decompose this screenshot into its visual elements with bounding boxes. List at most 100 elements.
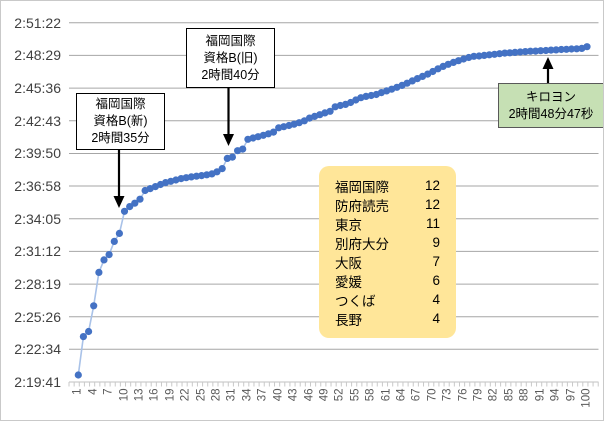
y-axis-label: 2:39:50 (14, 145, 61, 162)
annotation-line: 資格B(新) (93, 114, 148, 128)
race-count: 6 (432, 273, 440, 288)
data-point (547, 46, 555, 54)
data-point (583, 43, 591, 51)
data-point (100, 256, 108, 264)
race-count: 4 (432, 311, 440, 326)
x-axis-label: 7 (102, 388, 115, 395)
y-axis-label: 2:45:36 (14, 80, 61, 97)
annotation-line: 資格B(旧) (203, 50, 258, 65)
data-point (110, 237, 118, 245)
race-count-row: 大阪 7 (335, 252, 440, 271)
data-point (511, 48, 519, 57)
data-point (496, 50, 504, 58)
x-axis-label: 58 (364, 388, 377, 401)
x-axis-label: 70 (426, 388, 439, 401)
data-point (136, 195, 144, 203)
x-axis-label: 37 (256, 388, 269, 401)
x-axis-label: 52 (333, 388, 346, 401)
arrow-fukuoka-kyu-head (223, 134, 234, 146)
data-point (105, 251, 113, 259)
y-axis-label: 2:48:29 (14, 47, 61, 64)
x-axis-label: 64 (395, 388, 408, 401)
data-point (131, 199, 139, 207)
data-point (95, 268, 103, 276)
race-name: 福岡国際 (335, 179, 389, 195)
x-axis-label: 22 (179, 388, 192, 401)
y-axis-label: 2:31:12 (14, 243, 61, 260)
x-axis-label: 100 (580, 388, 593, 408)
x-axis-label: 1 (71, 388, 84, 395)
data-point (537, 47, 545, 55)
data-point (213, 168, 221, 176)
arrow-kiroyon-head (542, 57, 554, 69)
race-name: 別府大分 (335, 236, 389, 252)
data-point (470, 52, 478, 60)
data-point (526, 47, 535, 55)
annotation-fukuoka-kyu: 福岡国際 資格B(旧) 2時間40分 (186, 28, 275, 88)
annotation-fukuoka-shin: 福岡国際 資格B(新) 2時間35分 (76, 93, 165, 150)
x-axis-label: 79 (472, 388, 485, 401)
y-axis-label: 2:34:05 (14, 210, 61, 227)
x-axis-label: 91 (534, 388, 547, 401)
y-axis-label: 2:22:34 (14, 341, 61, 358)
race-name: 長野 (335, 312, 362, 328)
data-point (239, 145, 247, 153)
x-axis-label: 76 (457, 388, 470, 401)
data-point (120, 207, 129, 215)
x-axis-label: 13 (133, 388, 146, 401)
race-name: 防府読売 (335, 198, 389, 214)
x-axis-label: 97 (565, 388, 578, 401)
race-count-row: 愛媛 6 (335, 271, 440, 290)
data-point (557, 45, 565, 54)
x-axis-label: 94 (549, 388, 562, 401)
y-axis-label: 2:19:41 (14, 374, 61, 390)
x-axis-label: 10 (118, 388, 131, 401)
race-count-legend: 福岡国際 12 防府読売 12 東京 11 別府大分 9 大阪 7 愛媛 6 つくば 4 長野 4 (319, 166, 456, 338)
race-name: 愛媛 (335, 274, 362, 290)
race-count: 9 (432, 235, 440, 250)
data-point (85, 327, 93, 336)
annotation-line: 2時間35分 (91, 131, 150, 145)
race-count-row: 別府大分 9 (335, 233, 440, 252)
y-axis-label: 2:28:19 (14, 276, 61, 293)
x-axis-label: 40 (272, 388, 285, 401)
race-name: 大阪 (335, 255, 362, 271)
data-point (218, 165, 226, 173)
race-count-row: つくば 4 (335, 290, 440, 309)
annotation-line: キロヨン (525, 89, 576, 104)
x-axis-label: 34 (241, 388, 254, 401)
race-name: つくば (335, 293, 376, 309)
y-axis-label: 2:25:26 (14, 308, 61, 325)
data-point (79, 333, 87, 341)
x-axis-label: 55 (349, 388, 362, 401)
race-count-row: 防府読売 12 (335, 195, 440, 214)
x-axis-label: 61 (380, 388, 393, 401)
data-point (552, 46, 560, 54)
x-axis-label: 82 (487, 388, 500, 401)
y-axis-label: 2:42:43 (14, 112, 61, 129)
x-axis-label: 73 (441, 388, 454, 401)
data-point (269, 128, 278, 136)
data-point (562, 45, 571, 53)
race-count-row: 東京 11 (335, 214, 440, 233)
annotation-line: 福岡国際 (95, 97, 146, 111)
annotation-line: 福岡国際 (205, 33, 256, 48)
x-axis-label: 43 (287, 388, 300, 401)
annotation-line: 2時間48分47秒 (508, 106, 594, 121)
x-axis-label: 28 (210, 388, 223, 401)
x-axis-label: 31 (225, 388, 238, 401)
annotation-line: 2時間40分 (201, 67, 260, 82)
race-count-row: 長野 4 (335, 309, 440, 328)
annotation-kiroyon: キロヨン 2時間48分47秒 (498, 83, 603, 128)
x-axis-label: 85 (503, 388, 516, 401)
data-point (228, 153, 236, 161)
race-count: 7 (432, 254, 440, 269)
race-name: 東京 (335, 217, 362, 233)
race-count-row: 福岡国際 12 (335, 176, 440, 195)
data-point (501, 49, 509, 57)
x-axis-label: 4 (87, 388, 100, 395)
y-axis-label: 2:51:22 (14, 14, 61, 31)
data-point (115, 229, 123, 237)
race-count: 12 (424, 178, 440, 193)
